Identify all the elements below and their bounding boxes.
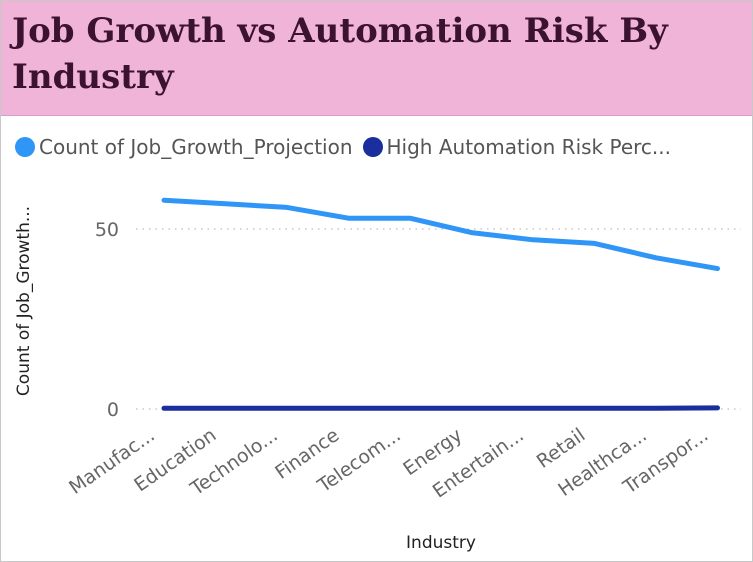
title-band: Job Growth vs Automation Risk By Industr…: [1, 1, 752, 116]
legend-label-job-growth: Count of Job_Growth_Projection: [39, 135, 353, 159]
chart-title: Job Growth vs Automation Risk By Industr…: [12, 11, 668, 97]
legend-label-automation-risk: High Automation Risk Perc...: [386, 135, 671, 159]
legend: Count of Job_Growth_Projection High Auto…: [15, 132, 681, 162]
y-tick-label: 50: [95, 219, 119, 241]
legend-marker-job-growth: [15, 137, 35, 157]
y-tick-label: 0: [107, 399, 119, 421]
legend-marker-automation-risk: [362, 137, 383, 157]
legend-item-job-growth[interactable]: Count of Job_Growth_Projection: [15, 135, 353, 159]
series-lines: [161, 197, 720, 411]
y-axis-ticks: 0 50: [95, 219, 119, 421]
series-line-job-growth[interactable]: [161, 197, 720, 272]
x-axis-ticks: Manufac...EducationTechnolo...FinanceTel…: [65, 424, 712, 503]
x-axis-title: Industry: [406, 533, 476, 553]
y-axis-title: Count of Job_Growth...: [14, 206, 34, 396]
legend-item-automation-risk[interactable]: High Automation Risk Perc...: [362, 135, 671, 159]
